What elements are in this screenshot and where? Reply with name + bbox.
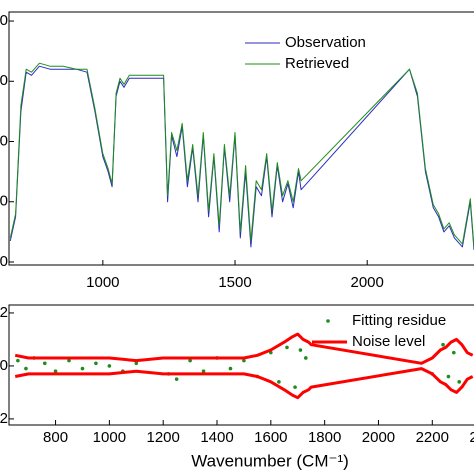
y-tick-label: 220: [0, 253, 8, 270]
residue-point: [24, 366, 28, 371]
residue-point: [53, 369, 58, 374]
x-tick-label: 1500: [218, 274, 251, 291]
residue-point: [277, 380, 281, 384]
residue-point: [293, 385, 297, 389]
residue-point: [446, 374, 451, 379]
legend-label: Retrieved: [285, 55, 349, 72]
x-axis-label: Wavenumber (CM⁻¹): [191, 451, 349, 470]
series-line: [9, 62, 474, 247]
residue-point: [304, 356, 308, 360]
y-tick-label: 300: [0, 12, 8, 29]
y-tick-label: 2: [0, 304, 8, 321]
residue-point: [67, 358, 71, 363]
plot-frame: [8, 304, 474, 426]
residue-point: [242, 358, 246, 363]
residue-point: [285, 345, 289, 350]
residue-point: [298, 348, 303, 352]
x-tick-label: 2400: [469, 429, 474, 446]
x-tick-label: 1800: [308, 429, 341, 446]
x-tick-label: 1000: [93, 429, 126, 446]
y-tick-label: 0: [0, 357, 8, 374]
series-line: [14, 367, 474, 400]
legend-label: Noise level: [352, 333, 425, 350]
residue-point: [42, 361, 47, 366]
residue-point: [134, 361, 139, 366]
residue-point: [228, 366, 233, 371]
x-tick-label: 800: [43, 429, 68, 446]
x-tick-label: 2200: [416, 429, 449, 446]
legend-label: Observation: [285, 34, 366, 51]
residue-point: [452, 350, 456, 355]
residue-point: [457, 380, 461, 384]
residue-point: [174, 377, 179, 381]
x-tick-label: 1000: [86, 274, 119, 291]
residue-point: [188, 358, 192, 363]
residue-point: [441, 342, 445, 347]
x-tick-label: 1200: [147, 429, 180, 446]
residue-point: [201, 369, 206, 374]
x-tick-label: 1400: [200, 429, 233, 446]
residue-point: [107, 364, 112, 368]
plot-frame: [8, 11, 474, 266]
series-line: [9, 65, 474, 250]
residue-point: [94, 361, 98, 366]
y-tick-label: -2: [0, 410, 8, 427]
legend-marker: [326, 319, 330, 323]
y-tick-label: 240: [0, 193, 8, 210]
y-tick-label: 260: [0, 132, 8, 149]
series-line: [14, 332, 474, 365]
legend-label: Fitting residue: [352, 312, 446, 329]
residue-point: [16, 358, 20, 363]
x-tick-label: 1600: [254, 429, 287, 446]
residue-point: [80, 366, 85, 371]
y-tick-label: 280: [0, 72, 8, 89]
x-tick-label: 2000: [362, 429, 395, 446]
x-tick-label: 2000: [351, 274, 384, 291]
